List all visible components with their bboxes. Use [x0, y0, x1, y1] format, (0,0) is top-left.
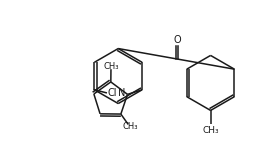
Text: CH₃: CH₃: [202, 126, 219, 135]
Text: CH₃: CH₃: [103, 62, 119, 71]
Text: N: N: [118, 88, 125, 98]
Text: O: O: [174, 35, 181, 45]
Text: CH₃: CH₃: [122, 122, 138, 131]
Text: Cl: Cl: [107, 88, 117, 98]
